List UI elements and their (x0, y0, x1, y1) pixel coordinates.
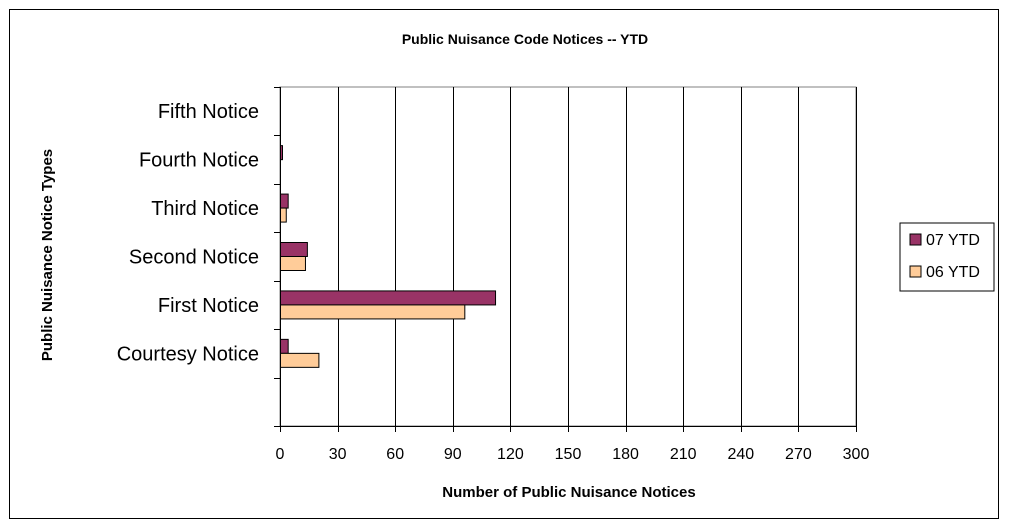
x-axis-title: Number of Public Nuisance Notices (442, 484, 695, 501)
x-tick-label: 120 (497, 446, 524, 463)
category-label: Second Notice (129, 247, 259, 269)
legend: 07 YTD 06 YTD (899, 222, 995, 292)
bar (280, 145, 283, 161)
y-axis-title: Public Nuisance Notice Types (39, 149, 56, 361)
chart-title: Public Nuisance Code Notices -- YTD (402, 31, 648, 47)
plot-area: 0 30 60 90 120 150 180 210 240 270 300 Fifth Notice… (117, 86, 870, 463)
bar (280, 193, 289, 209)
x-tick-label: 30 (329, 446, 347, 463)
bar (280, 304, 466, 320)
bar (280, 352, 320, 368)
bar (280, 290, 497, 306)
bar (280, 207, 287, 223)
legend-swatch (909, 265, 922, 278)
legend-label: 07 YTD (926, 232, 980, 249)
bar (280, 242, 308, 257)
x-tick-label: 60 (386, 446, 404, 463)
x-tick-label: 300 (843, 446, 870, 463)
category-label: Fourth Notice (139, 150, 259, 172)
category-label: Courtesy Notice (117, 343, 259, 365)
x-tick-label: 240 (727, 446, 754, 463)
x-tick-label: 210 (670, 446, 697, 463)
bar (280, 338, 289, 354)
category-label: Third Notice (151, 198, 259, 220)
bar (280, 256, 306, 271)
category-label: Fifth Notice (158, 101, 259, 123)
legend-swatch (909, 233, 922, 246)
x-tick-label: 0 (276, 446, 285, 463)
x-tick-label: 270 (785, 446, 812, 463)
x-tick-label: 150 (555, 446, 582, 463)
x-tick-label: 180 (612, 446, 639, 463)
x-tick-label: 90 (444, 446, 462, 463)
legend-label: 06 YTD (926, 264, 980, 281)
category-label: First Notice (158, 295, 259, 317)
